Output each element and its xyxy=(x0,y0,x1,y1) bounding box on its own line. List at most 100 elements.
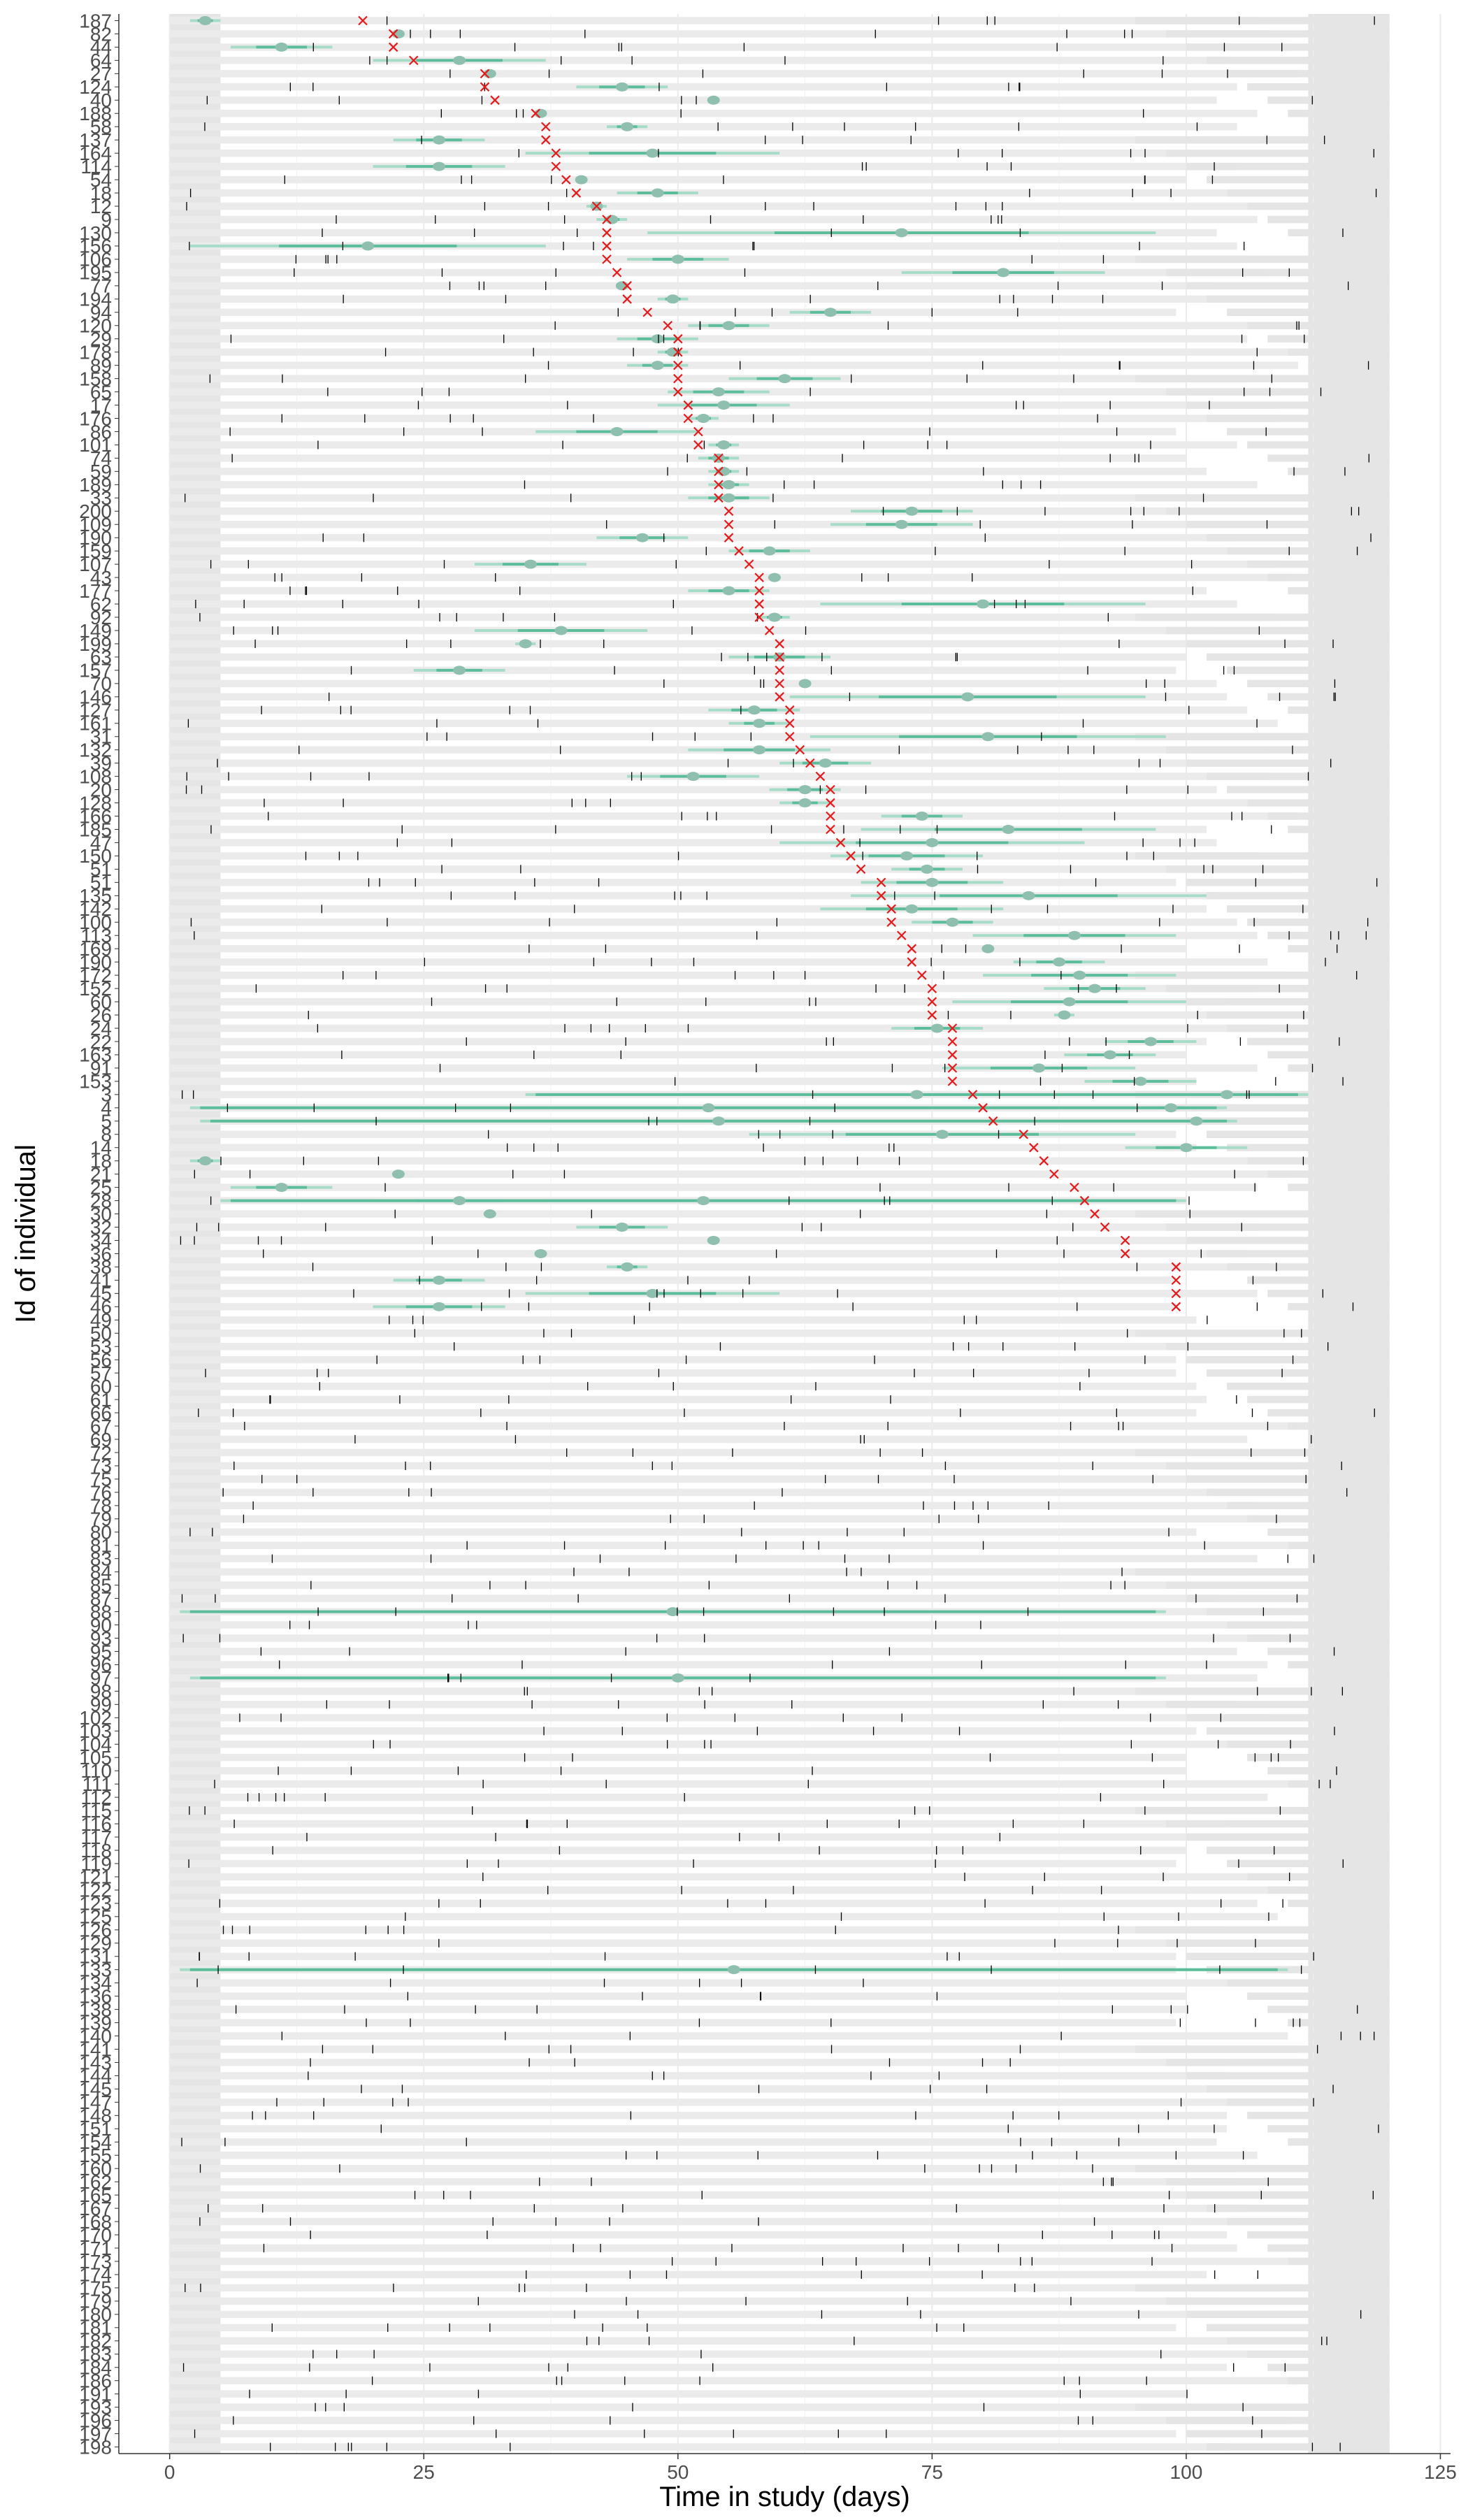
y-tick-label: 12 xyxy=(90,196,112,217)
event-marker xyxy=(876,877,886,888)
estimate-point xyxy=(712,387,725,397)
event-marker xyxy=(480,82,490,92)
y-tick-label: 110 xyxy=(80,1760,112,1782)
y-tick-label: 46 xyxy=(90,1296,112,1318)
y-tick-label: 167 xyxy=(79,2198,112,2219)
y-tick-label: 109 xyxy=(79,514,112,535)
y-tick-label: 61 xyxy=(90,1389,112,1411)
y-tick-label: 187 xyxy=(79,10,112,31)
estimate-point xyxy=(981,732,995,742)
estimate-point xyxy=(615,82,628,92)
event-marker xyxy=(815,771,826,782)
event-marker xyxy=(734,546,744,556)
y-tick-label: 33 xyxy=(90,487,112,509)
y-tick-label: 9 xyxy=(101,209,112,231)
y-tick-label: 183 xyxy=(79,2344,112,2366)
y-tick-label: 81 xyxy=(90,1535,112,1557)
y-tick-label: 139 xyxy=(79,2012,112,2033)
estimate-point xyxy=(717,440,731,449)
event-marker xyxy=(571,188,582,198)
estimate-point xyxy=(1002,824,1015,834)
y-tick-label: 88 xyxy=(90,1601,112,1622)
y-tick-label: 189 xyxy=(79,474,112,496)
estimate-point xyxy=(433,161,446,171)
y-tick-label: 164 xyxy=(79,143,112,164)
event-marker xyxy=(886,904,896,914)
event-marker xyxy=(886,917,896,928)
event-marker xyxy=(602,241,612,251)
y-tick-label: 125 xyxy=(79,1906,112,1928)
y-tick-label: 50 xyxy=(90,1323,112,1344)
y-tick-label: 77 xyxy=(90,275,112,297)
event-marker xyxy=(978,1103,988,1113)
y-tick-label: 147 xyxy=(79,2091,112,2113)
estimate-point xyxy=(433,1302,446,1311)
y-tick-label: 107 xyxy=(79,554,112,575)
y-tick-label: 114 xyxy=(80,156,112,178)
estimate-point xyxy=(1058,1010,1071,1020)
estimate-point xyxy=(915,812,928,821)
estimate-point xyxy=(747,705,761,715)
y-tick-label: 151 xyxy=(79,2118,112,2140)
y-tick-label: 74 xyxy=(90,447,112,469)
y-tick-label: 5 xyxy=(101,1111,112,1132)
estimate-point xyxy=(707,1235,720,1245)
event-marker xyxy=(784,718,795,728)
estimate-point xyxy=(361,241,375,251)
estimate-point xyxy=(621,122,634,131)
y-tick-label: 157 xyxy=(79,660,112,682)
y-tick-label: 34 xyxy=(90,1230,112,1251)
estimate-point xyxy=(615,1223,628,1232)
y-tick-label: 51 xyxy=(90,872,112,893)
estimate-point xyxy=(453,55,466,65)
estimate-point xyxy=(1053,957,1066,967)
y-tick-label: 89 xyxy=(90,354,112,376)
estimate-point xyxy=(727,1965,740,1975)
event-marker xyxy=(764,626,775,635)
estimate-point xyxy=(1103,1050,1116,1060)
estimate-point xyxy=(275,42,288,52)
estimate-point xyxy=(946,917,959,927)
y-tick-label: 181 xyxy=(79,2317,112,2339)
event-marker xyxy=(612,268,622,278)
estimate-point xyxy=(651,361,664,370)
event-marker xyxy=(947,1023,958,1033)
event-marker xyxy=(602,228,612,238)
event-marker xyxy=(826,824,835,835)
y-tick-label: 149 xyxy=(79,620,112,642)
y-tick-label: 129 xyxy=(79,1933,112,1954)
estimate-point xyxy=(895,519,908,529)
estimate-point xyxy=(275,1183,288,1193)
event-marker xyxy=(673,387,683,397)
y-tick-label: 29 xyxy=(90,329,112,350)
y-tick-label: 92 xyxy=(90,607,112,628)
event-marker xyxy=(805,758,815,768)
event-marker xyxy=(775,692,785,702)
y-tick-label: 47 xyxy=(90,832,112,854)
estimate-point xyxy=(926,877,939,887)
event-marker xyxy=(1171,1262,1181,1272)
y-tick-label: 66 xyxy=(90,1402,112,1424)
y-tick-label: 173 xyxy=(79,2251,112,2273)
y-tick-label: 142 xyxy=(79,898,112,920)
event-marker xyxy=(490,95,500,106)
background-bars xyxy=(169,17,1390,2451)
estimate-point xyxy=(905,506,919,516)
y-tick-label: 75 xyxy=(90,1469,112,1490)
estimate-point xyxy=(686,772,700,782)
x-tick-label: 100 xyxy=(1170,2461,1203,2483)
event-marker xyxy=(540,122,551,132)
estimate-point xyxy=(753,745,766,755)
y-tick-label: 95 xyxy=(90,1641,112,1662)
y-tick-label: 199 xyxy=(79,633,112,655)
estimate-point xyxy=(575,175,588,185)
y-tick-label: 196 xyxy=(79,2410,112,2431)
x-tick-label: 75 xyxy=(921,2461,943,2483)
event-marker xyxy=(1049,1169,1059,1179)
estimate-point xyxy=(1073,970,1086,980)
y-tick-label: 57 xyxy=(90,1362,112,1384)
event-marker xyxy=(1090,1209,1100,1219)
y-tick-label: 127 xyxy=(79,700,112,721)
